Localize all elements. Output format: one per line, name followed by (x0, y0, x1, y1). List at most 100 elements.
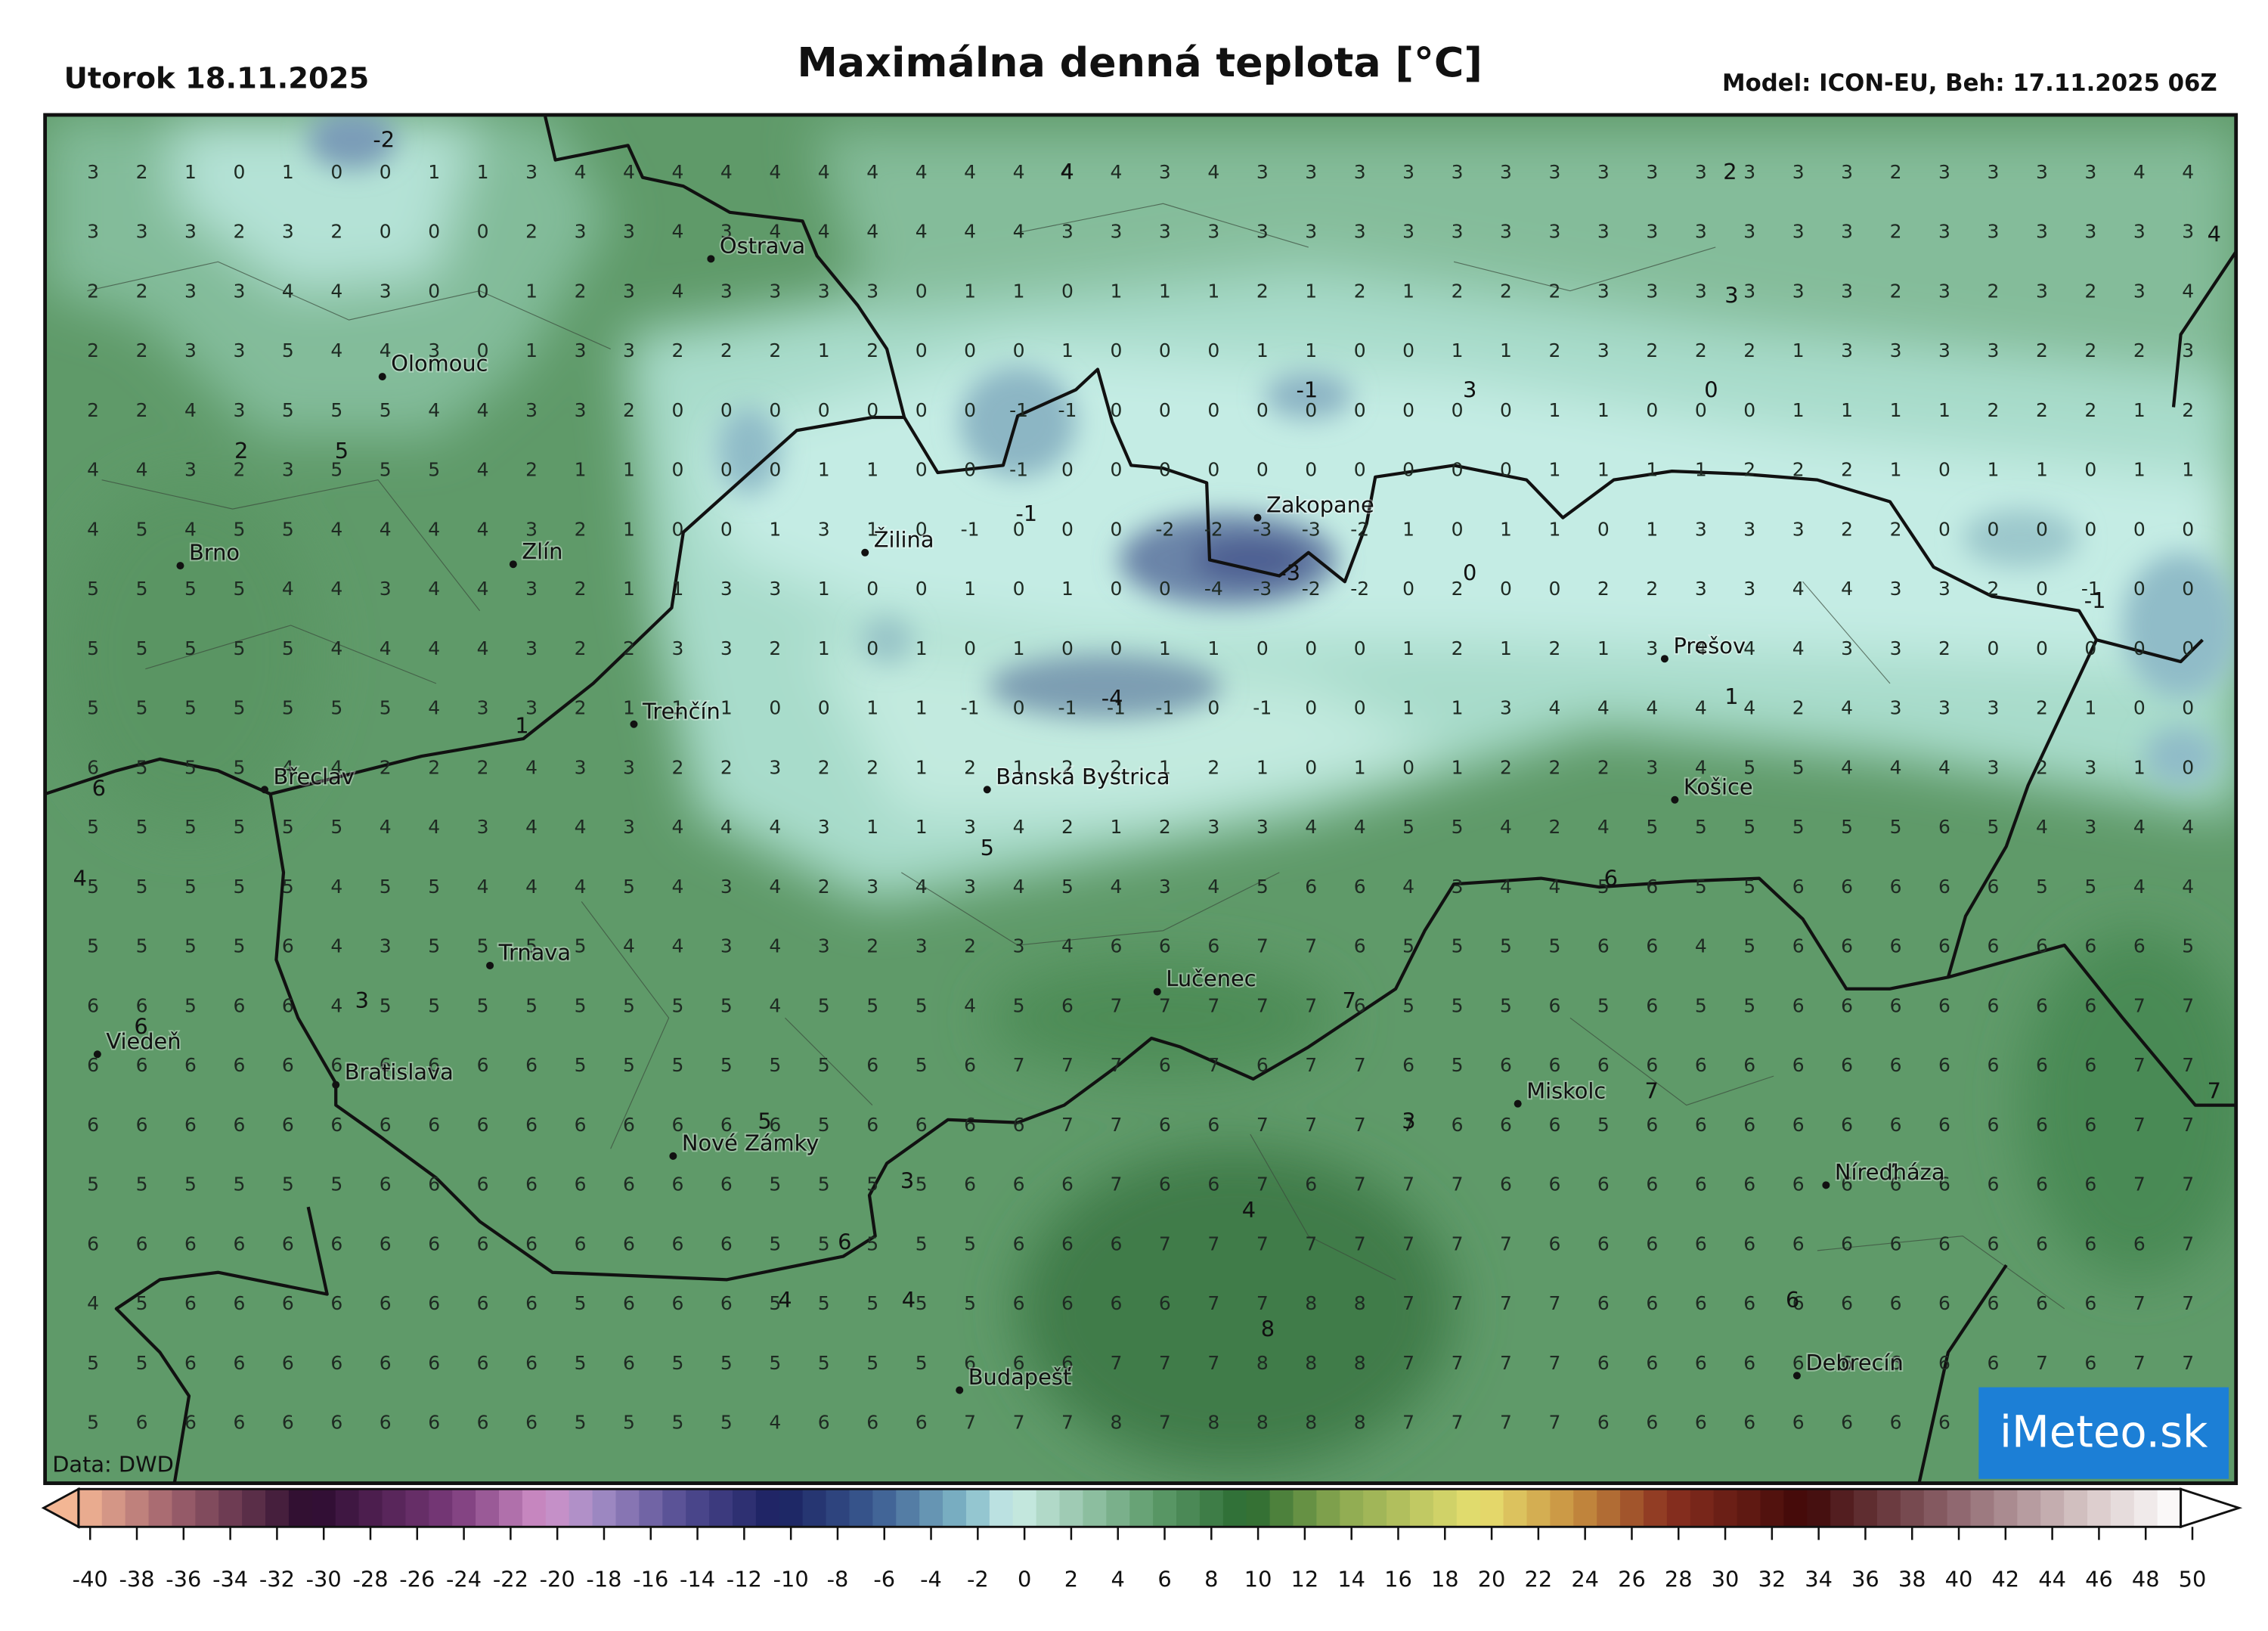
colorbar-segment (1597, 1489, 1622, 1527)
grid-value: 4 (1646, 697, 1658, 719)
grid-value: 6 (1548, 1054, 1560, 1076)
grid-value: 4 (282, 280, 294, 302)
grid-value: 5 (1597, 876, 1610, 898)
grid-value: 1 (1792, 340, 1805, 361)
grid-value: 8 (1354, 1352, 1366, 1374)
grid-value: 4 (380, 518, 392, 540)
grid-value: 6 (1402, 1054, 1414, 1076)
grid-value: 6 (1938, 935, 1950, 957)
grid-value: 6 (1695, 1352, 1707, 1374)
grid-value: 5 (1452, 816, 1464, 838)
grid-value: 1 (916, 697, 928, 719)
colorbar-segment (1713, 1489, 1738, 1527)
colorbar-segment (452, 1489, 477, 1527)
grid-value: 4 (282, 578, 294, 600)
grid-value: 6 (2036, 994, 2048, 1016)
grid-value: 6 (671, 1292, 683, 1314)
contour-label: 6 (1604, 866, 1618, 891)
map-labels: 3 2 1 0 1 0 0 1 1 3 4 4 4 4 4 4 4 4 4 4 4 4 3 4 3 3 3 3 3 3 3 3 3 3 3 3 3 2 3 3… (73, 127, 2221, 1434)
grid-value: 3 (1305, 221, 1317, 243)
grid-value: 2 (2036, 756, 2048, 778)
grid-value: 2 (575, 697, 587, 719)
grid-value: 6 (477, 1292, 489, 1314)
grid-value: 1 (1159, 756, 1171, 778)
grid-value: 5 (380, 399, 392, 421)
grid-value: 5 (233, 1174, 245, 1195)
grid-value: 3 (233, 399, 245, 421)
colorbar-tick-label: 44 (2038, 1566, 2066, 1592)
grid-value: 6 (1938, 816, 1950, 838)
grid-value: 3 (1402, 161, 1414, 183)
grid-value: 5 (623, 876, 635, 898)
grid-value: 6 (2036, 1233, 2048, 1254)
grid-value: 6 (380, 1292, 392, 1314)
grid-value: 6 (1646, 1114, 1658, 1136)
grid-value: -1 (1058, 399, 1077, 421)
grid-value: 6 (1987, 876, 1999, 898)
map-area (45, 114, 2236, 1484)
contour-label: -1 (1015, 501, 1037, 526)
contour-label: 7 (2208, 1078, 2221, 1103)
grid-value: 5 (769, 1233, 781, 1254)
grid-value: 3 (525, 518, 538, 540)
grid-value: 5 (87, 1174, 99, 1195)
colorbar-segment (896, 1489, 921, 1527)
grid-value: 0 (1061, 280, 1074, 302)
contour-label: 3 (1724, 282, 1738, 308)
grid-value: 0 (964, 340, 976, 361)
grid-value: 4 (769, 816, 781, 838)
city-dot (1671, 795, 1679, 804)
grid-value: 6 (380, 1054, 392, 1076)
grid-value: 5 (1890, 816, 1902, 838)
colorbar-segment (311, 1489, 336, 1527)
colorbar-segment (802, 1489, 827, 1527)
grid-value: 2 (720, 756, 733, 778)
grid-value: 1 (1890, 459, 1902, 481)
grid-value: 3 (1500, 161, 1512, 183)
grid-value: 2 (1890, 221, 1902, 243)
grid-value: 5 (916, 1292, 928, 1314)
city-dot (509, 560, 517, 569)
grid-value: 4 (866, 221, 878, 243)
grid-value: 3 (1256, 816, 1269, 838)
grid-value: 5 (184, 994, 197, 1016)
grid-value: 1 (818, 340, 830, 361)
grid-value: 7 (1207, 1292, 1219, 1314)
grid-value: 5 (2084, 876, 2096, 898)
grid-value: 4 (2133, 876, 2146, 898)
grid-value: 6 (282, 1233, 294, 1254)
grid-value: 5 (575, 1292, 587, 1314)
grid-value: 5 (575, 1412, 587, 1434)
grid-value: 7 (1256, 1114, 1269, 1136)
grid-value: 6 (1061, 1233, 1074, 1254)
contour-label: 6 (92, 775, 106, 801)
grid-value: 6 (671, 1174, 683, 1195)
grid-value: 0 (477, 280, 489, 302)
grid-value: 7 (1500, 1352, 1512, 1374)
grid-value: 5 (575, 935, 587, 957)
grid-value: 6 (1841, 876, 1853, 898)
grid-value: 5 (866, 1174, 878, 1195)
grid-value: 6 (1743, 1292, 1755, 1314)
grid-value: 2 (1500, 280, 1512, 302)
grid-value: 3 (380, 578, 392, 600)
grid-value: 4 (525, 756, 538, 778)
grid-value: 3 (184, 340, 197, 361)
grid-value: 4 (1695, 935, 1707, 957)
grid-value: 4 (671, 221, 683, 243)
grid-value: 6 (1500, 1114, 1512, 1136)
grid-value: 6 (623, 1114, 635, 1136)
grid-value: 0 (1110, 399, 1122, 421)
city-label: Lučenec (1166, 966, 1256, 991)
grid-value: 5 (916, 1352, 928, 1374)
grid-value: 1 (964, 578, 976, 600)
grid-value: 7 (1110, 994, 1122, 1016)
contour-label: 4 (778, 1287, 792, 1313)
grid-value: 7 (1110, 1352, 1122, 1374)
grid-value: 3 (428, 340, 440, 361)
grid-value: 7 (1061, 1114, 1074, 1136)
grid-value: 0 (1452, 399, 1464, 421)
grid-value: 0 (671, 399, 683, 421)
grid-value: 6 (964, 1114, 976, 1136)
grid-value: 6 (1890, 876, 1902, 898)
